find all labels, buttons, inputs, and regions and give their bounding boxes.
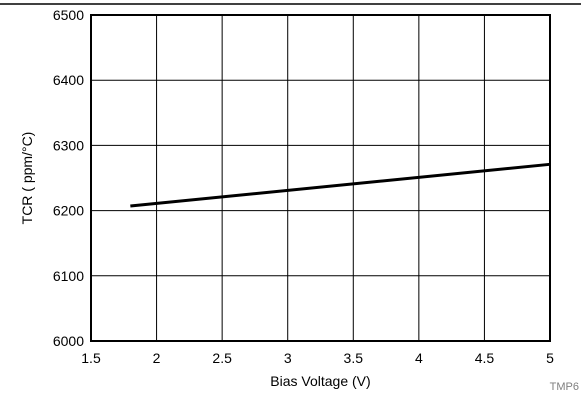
y-tick-label: 6200: [53, 203, 84, 219]
grid: [91, 15, 550, 341]
y-tick-label: 6300: [53, 137, 84, 153]
x-tick-label: 3.5: [344, 350, 364, 366]
y-axis-title: TCR ( ppm/°C): [19, 132, 35, 225]
x-tick-label: 5: [546, 350, 554, 366]
plot-frame: [90, 14, 551, 342]
y-tick-label: 6500: [53, 7, 84, 23]
x-axis-title: Bias Voltage (V): [270, 373, 370, 389]
y-tick-label: 6400: [53, 72, 84, 88]
x-tick-label: 4: [415, 350, 423, 366]
series-line: [130, 162, 551, 208]
y-tick-label: 6100: [53, 268, 84, 284]
x-tick-label: 2: [153, 350, 161, 366]
y-tick-label: 6000: [53, 333, 84, 349]
corner-tag: TMP6: [550, 381, 579, 393]
x-tick-label: 4.5: [475, 350, 495, 366]
x-tick-label: 2.5: [212, 350, 232, 366]
series-group: [130, 162, 551, 208]
x-tick-label: 1.5: [81, 350, 101, 366]
y-tick-labels: 6000 6100 6200 6300 6400 6500: [53, 7, 84, 349]
x-tick-labels: 1.5 2 2.5 3 3.5 4 4.5 5: [81, 350, 554, 366]
x-tick-label: 3: [284, 350, 292, 366]
